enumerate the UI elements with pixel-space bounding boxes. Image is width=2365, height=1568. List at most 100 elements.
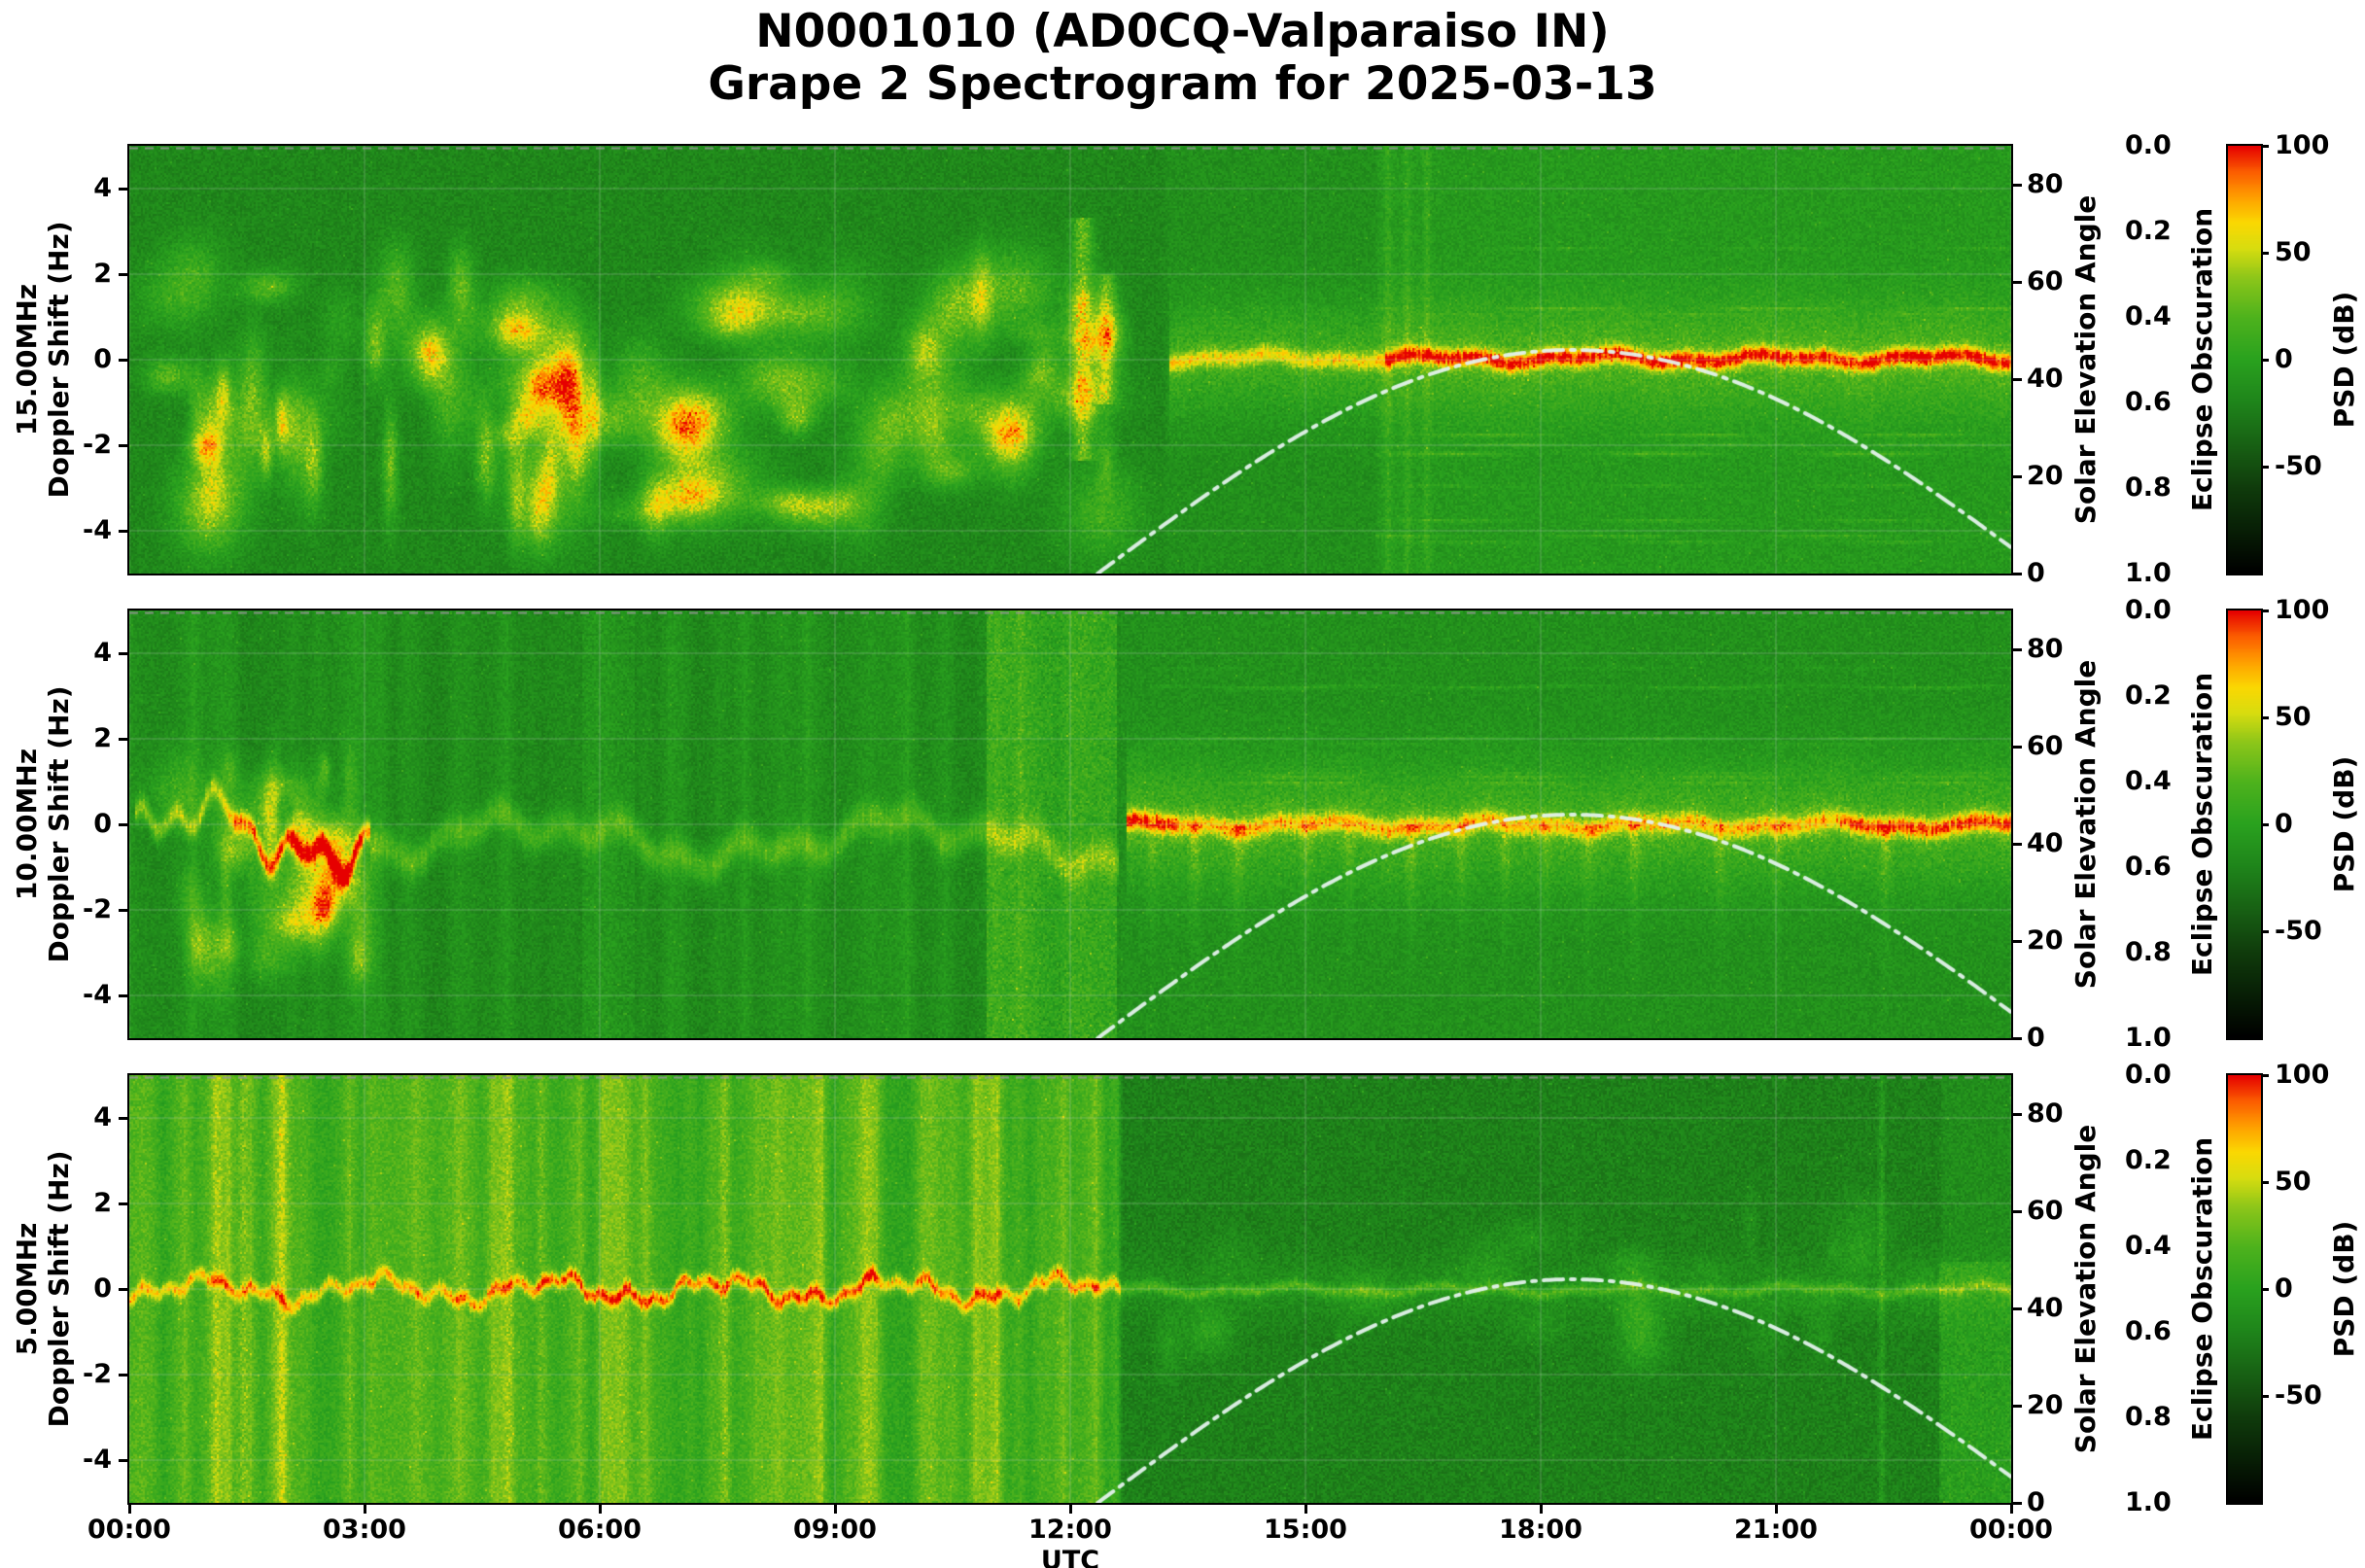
solar-tick-mark [2013, 280, 2022, 284]
spectrogram-panel-1 [127, 144, 2013, 575]
colorbar-tick-mark [2261, 144, 2269, 148]
solar-tick-mark [2013, 939, 2022, 943]
colorbar-tick-label: 50 [2275, 1167, 2312, 1197]
chart-title-line1: N0001010 (AD0CQ-Valparaiso IN) [755, 5, 1610, 58]
y-tick-mark [119, 358, 127, 362]
colorbar-tick-mark [2261, 715, 2269, 719]
colorbar-tick-label: 100 [2275, 1060, 2330, 1090]
y-tick-label: -4 [83, 515, 112, 545]
x-tick-mark [1539, 1505, 1543, 1514]
solar-axis-label: Solar Elevation Angle [2069, 194, 2102, 525]
y-tick-label: 0 [93, 1273, 112, 1304]
colorbar-tick-label: -50 [2275, 916, 2322, 946]
solar-tick-label: 60 [2027, 1196, 2064, 1226]
colorbar-tick-mark [2261, 358, 2269, 362]
colorbar [2226, 1073, 2263, 1505]
solar-axis-label: Solar Elevation Angle [2069, 659, 2102, 990]
y-tick-label: -4 [83, 980, 112, 1010]
y-tick-mark [119, 272, 127, 276]
x-tick-mark [833, 1505, 837, 1514]
solar-tick-label: 40 [2027, 828, 2064, 858]
y-tick-label: -2 [83, 1359, 112, 1389]
x-tick-mark [1068, 1505, 1072, 1514]
colorbar-label: PSD (dB) [2327, 291, 2360, 429]
spectrogram-panel-3 [127, 1073, 2013, 1505]
y-tick-mark [119, 1116, 127, 1120]
colorbar-tick-label: 50 [2275, 237, 2312, 267]
colorbar-tick-label: -50 [2275, 1380, 2322, 1411]
colorbar-gradient [2228, 146, 2261, 574]
solar-tick-mark [2013, 1307, 2022, 1310]
eclipse-tick-label: 0.2 [2125, 216, 2172, 246]
y-tick-label: 2 [93, 259, 112, 289]
colorbar-tick-mark [2261, 251, 2269, 255]
eclipse-tick-label: 0.4 [2125, 301, 2172, 331]
y-tick-label: -2 [83, 894, 112, 924]
solar-tick-mark [2013, 745, 2022, 749]
solar-tick-mark [2013, 1036, 2022, 1040]
x-tick-label: 12:00 [1028, 1515, 1112, 1545]
eclipse-tick-label: 0.4 [2125, 1231, 2172, 1261]
colorbar-tick-mark [2261, 1073, 2269, 1077]
eclipse-tick-label: 1.0 [2125, 1023, 2172, 1053]
colorbar-tick-mark [2261, 1394, 2269, 1398]
solar-tick-label: 80 [2027, 169, 2064, 199]
colorbar [2226, 144, 2263, 575]
eclipse-tick-label: 0.2 [2125, 1145, 2172, 1175]
colorbar-label: PSD (dB) [2327, 755, 2360, 893]
solar-tick-label: 0 [2027, 558, 2045, 588]
solar-tick-mark [2013, 1112, 2022, 1116]
y-tick-label: 0 [93, 344, 112, 374]
eclipse-tick-label: 0.0 [2125, 130, 2172, 160]
x-tick-label: 00:00 [87, 1515, 171, 1545]
y-tick-mark [119, 993, 127, 997]
y-tick-mark [119, 822, 127, 826]
solar-tick-mark [2013, 1209, 2022, 1213]
y-tick-label: -4 [83, 1445, 112, 1475]
colorbar-tick-mark [2261, 465, 2269, 469]
colorbar-tick-label: 0 [2275, 1273, 2293, 1304]
eclipse-tick-label: 0.8 [2125, 937, 2172, 967]
y-tick-label: 0 [93, 809, 112, 839]
eclipse-axis-label: Eclipse Obscuration [2185, 1136, 2218, 1442]
solar-tick-label: 40 [2027, 1293, 2064, 1323]
colorbar-tick-mark [2261, 609, 2269, 612]
colorbar-tick-label: 50 [2275, 702, 2312, 732]
solar-tick-mark [2013, 572, 2022, 575]
eclipse-tick-label: 0.4 [2125, 766, 2172, 796]
solar-tick-label: 0 [2027, 1023, 2045, 1053]
y-tick-label: -2 [83, 430, 112, 460]
spectrogram-panel-2 [127, 609, 2013, 1040]
y-tick-label: 4 [93, 638, 112, 668]
colorbar-label: PSD (dB) [2327, 1220, 2360, 1358]
solar-tick-label: 80 [2027, 634, 2064, 664]
solar-tick-mark [2013, 842, 2022, 846]
solar-tick-label: 80 [2027, 1098, 2064, 1129]
solar-tick-label: 20 [2027, 925, 2064, 956]
y-tick-label: 4 [93, 173, 112, 203]
y-tick-mark [119, 1373, 127, 1376]
colorbar [2226, 609, 2263, 1040]
solar-tick-label: 20 [2027, 1390, 2064, 1420]
x-tick-mark [363, 1505, 366, 1514]
y-tick-mark [119, 737, 127, 741]
solar-tick-label: 60 [2027, 731, 2064, 761]
eclipse-tick-label: 0.6 [2125, 387, 2172, 417]
x-tick-label: 09:00 [793, 1515, 877, 1545]
chart-title-line2: Grape 2 Spectrogram for 2025-03-13 [708, 57, 1657, 111]
x-tick-mark [127, 1505, 131, 1514]
colorbar-tick-label: -50 [2275, 451, 2322, 481]
solar-axis-label: Solar Elevation Angle [2069, 1124, 2102, 1454]
x-axis-label: UTC [1040, 1546, 1100, 1568]
eclipse-tick-label: 0.8 [2125, 1402, 2172, 1432]
solar-tick-label: 40 [2027, 364, 2064, 394]
solar-tick-mark [2013, 1404, 2022, 1408]
x-tick-mark [1774, 1505, 1778, 1514]
solar-tick-label: 0 [2027, 1487, 2045, 1517]
solar-tick-mark [2013, 647, 2022, 651]
x-tick-label: 21:00 [1734, 1515, 1818, 1545]
colorbar-tick-mark [2261, 929, 2269, 933]
colorbar-tick-label: 0 [2275, 809, 2293, 839]
y-tick-mark [119, 187, 127, 191]
